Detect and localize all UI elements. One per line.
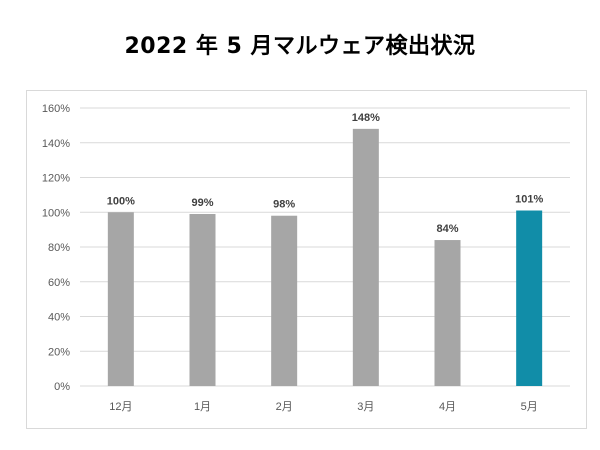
bar-2月 (271, 215, 298, 386)
data-label: 100% (107, 195, 135, 207)
data-label: 98% (273, 199, 295, 211)
x-tick-label: 12月 (109, 401, 132, 413)
data-label: 101% (515, 194, 543, 206)
data-label: 84% (436, 223, 458, 235)
y-tick-label: 60% (48, 277, 70, 289)
y-tick-label: 120% (42, 173, 70, 185)
y-tick-label: 40% (48, 312, 70, 324)
bar-4月 (434, 240, 461, 386)
data-label: 99% (191, 197, 213, 209)
chart-title: 2022 年 5 月マルウェア検出状況 (124, 34, 476, 59)
y-tick-label: 80% (48, 242, 70, 254)
bar-12月 (107, 212, 134, 386)
bar-5月 (516, 210, 543, 386)
data-label: 148% (352, 112, 380, 124)
y-tick-label: 140% (42, 138, 70, 150)
y-tick-label: 0% (54, 381, 70, 393)
bar-3月 (352, 128, 379, 386)
x-tick-label: 5月 (521, 401, 538, 413)
x-tick-label: 4月 (439, 401, 456, 413)
x-tick-label: 3月 (357, 401, 374, 413)
y-tick-label: 20% (48, 346, 70, 358)
y-tick-label: 160% (42, 103, 70, 115)
x-tick-label: 1月 (194, 401, 211, 413)
y-tick-label: 100% (42, 207, 70, 219)
x-tick-label: 2月 (276, 401, 293, 413)
bar-1月 (189, 213, 216, 386)
